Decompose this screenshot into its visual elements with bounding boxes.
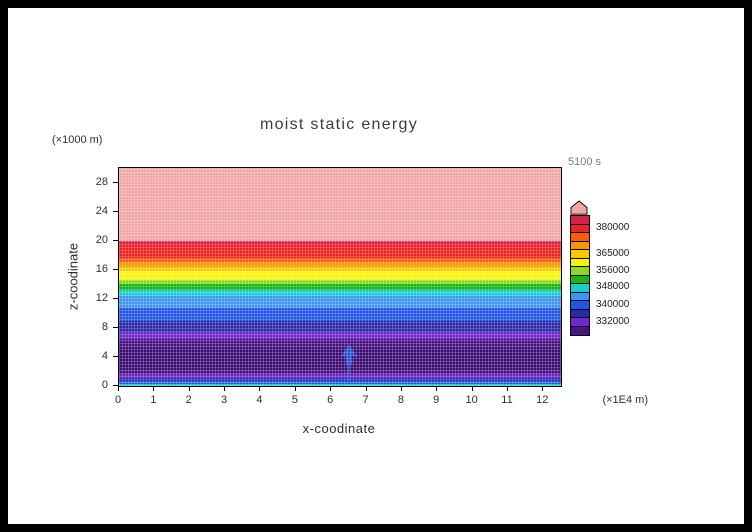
x-tick-mark (153, 386, 155, 391)
colorbar-segment (571, 309, 589, 318)
x-tick-label: 11 (501, 394, 513, 406)
x-tick-mark (259, 386, 261, 391)
plume-updraft-icon (340, 344, 358, 384)
y-axis-units: (×1000 m) (52, 134, 103, 146)
x-tick-label: 5 (291, 394, 298, 406)
x-tick-label: 8 (397, 394, 404, 406)
colorbar-segment (571, 241, 589, 250)
filled-contour-bands (119, 168, 561, 386)
colorbar-segment (571, 267, 589, 276)
x-tick-label: 1 (150, 394, 157, 406)
y-tick-label: 16 (95, 262, 108, 275)
y-tick-mark (113, 239, 118, 241)
x-tick-label: 6 (327, 394, 334, 406)
band-red (119, 245, 561, 259)
y-tick-mark (113, 297, 118, 299)
x-tick-mark (471, 386, 473, 391)
x-tick-mark (188, 386, 190, 391)
colorbar-label: 356000 (596, 264, 630, 276)
band-cyan (119, 290, 561, 297)
band-yellow-green (119, 279, 561, 285)
colorbar-label: 340000 (596, 299, 630, 311)
y-axis-ticks: 0 4 8 12 16 20 24 28 (8, 167, 118, 391)
colorbar-segment (571, 284, 589, 293)
band-purple (119, 332, 561, 340)
colorbar-segment (571, 258, 589, 267)
band-amber (119, 266, 561, 272)
band-navy (119, 320, 561, 333)
x-axis-label: x-coodinate (302, 421, 376, 436)
plot-canvas: moist static energy 5100 s (×1000 m) z-c… (8, 8, 744, 524)
band-orange-red (119, 258, 561, 263)
x-tick-label: 9 (433, 394, 440, 406)
colorbar-segment (571, 216, 589, 225)
y-tick-label: 0 (101, 379, 108, 391)
x-tick-label: 3 (221, 394, 228, 406)
x-tick-mark (365, 386, 367, 391)
y-tick-label: 24 (95, 204, 108, 217)
x-tick-label: 10 (465, 394, 478, 406)
band-cyan-low (119, 383, 561, 386)
y-tick-mark (113, 181, 118, 183)
band-light-blue (119, 295, 561, 308)
band-blue (119, 307, 561, 322)
colorbar: 380000 365000 356000 348000 340000 332000 (570, 200, 629, 336)
contour-plot-area (118, 167, 562, 387)
colorbar-segment (571, 250, 589, 259)
x-axis-ticks: 0 1 2 3 4 5 6 7 8 9 10 11 12 (114, 386, 560, 412)
y-tick-mark (113, 210, 118, 212)
colorbar-segment (571, 318, 589, 327)
colorbar-label: 365000 (596, 248, 630, 260)
y-tick-mark (113, 355, 118, 357)
chart-title: moist static energy (259, 116, 419, 133)
y-tick-label: 12 (95, 291, 108, 304)
x-tick-mark (436, 386, 438, 391)
y-tick-mark (113, 268, 118, 270)
colorbar-segment (571, 224, 589, 233)
colorbar-segment (571, 301, 589, 310)
x-tick-mark (224, 386, 226, 391)
y-tick-label: 8 (101, 320, 108, 333)
y-tick-mark (113, 385, 118, 386)
x-tick-mark (507, 386, 508, 391)
colorbar-segment (571, 275, 589, 284)
y-tick-label: 28 (95, 175, 108, 188)
x-tick-mark (118, 386, 119, 391)
colorbar-segment (571, 326, 589, 335)
x-tick-mark (542, 386, 544, 391)
x-tick-mark (294, 386, 296, 391)
x-tick-mark (330, 386, 332, 391)
colorbar-label: 380000 (596, 221, 630, 233)
x-tick-label: 4 (256, 394, 263, 406)
band-purple-low (119, 374, 561, 379)
y-tick-label: 20 (95, 233, 108, 246)
colorbar-label: 348000 (596, 281, 630, 293)
band-blue-low (119, 380, 561, 385)
band-violet-core (119, 348, 561, 371)
colorbar-segments (570, 215, 590, 336)
band-navy-low (119, 378, 561, 382)
band-dark-purple-lower (119, 370, 561, 375)
x-tick-label: 2 (185, 394, 192, 406)
timestamp-label: 5100 s (568, 156, 602, 168)
x-tick-label: 12 (536, 394, 549, 406)
x-axis-units: (×1E4 m) (602, 394, 648, 406)
colorbar-labels: 380000 365000 356000 348000 340000 332000 (596, 215, 656, 334)
y-tick-label: 4 (101, 349, 108, 362)
colorbar-segment (571, 233, 589, 242)
colorbar-arrow-icon (570, 200, 588, 215)
band-orange (119, 262, 561, 268)
band-green (119, 284, 561, 291)
band-crimson (119, 240, 561, 246)
band-pink (119, 168, 561, 242)
band-dark-purple-upper (119, 339, 561, 349)
band-yellow (119, 271, 561, 281)
y-tick-mark (113, 326, 118, 328)
x-tick-label: 7 (362, 394, 369, 406)
colorbar-label: 332000 (596, 315, 630, 327)
x-tick-label: 0 (114, 394, 122, 406)
x-tick-mark (400, 386, 402, 391)
colorbar-segment (571, 292, 589, 301)
